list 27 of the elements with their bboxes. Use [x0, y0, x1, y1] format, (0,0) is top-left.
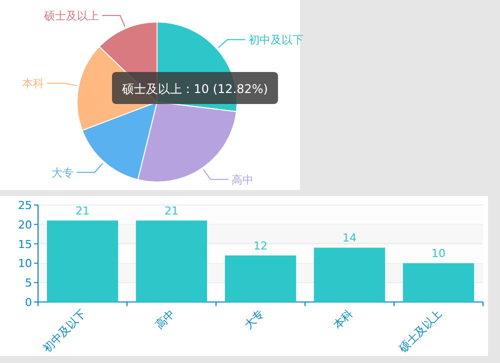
data-label: 21 — [164, 204, 178, 218]
text: 硕士及以上 : 10 (12.82%) — [121, 82, 268, 96]
bar — [314, 248, 386, 302]
bar — [402, 263, 474, 302]
y-tick-label: 25 — [18, 199, 32, 212]
slice-label: 硕士及以上 — [43, 10, 100, 23]
slice-label: 大专 — [52, 166, 74, 180]
data-label: 12 — [254, 239, 268, 252]
x-tick-label: 初中及以下 — [40, 306, 89, 356]
x-tick-label: 硕士及以上 — [396, 306, 445, 356]
y-tick-label: 0 — [25, 296, 32, 309]
x-tick-label: 大专 — [242, 306, 267, 332]
bar — [224, 255, 296, 302]
data-label: 10 — [432, 247, 446, 260]
x-tick-label: 高中 — [152, 306, 178, 332]
slice-label: 初中及以下 — [248, 34, 304, 47]
bar — [46, 220, 118, 302]
x-tick-label: 本科 — [330, 306, 356, 332]
slice-label: 高中 — [231, 173, 254, 186]
bar — [136, 220, 208, 302]
data-label: 14 — [342, 232, 356, 245]
y-tick-label: 15 — [18, 238, 32, 251]
slice-label: 本科 — [22, 77, 44, 90]
y-tick-label: 10 — [18, 257, 32, 270]
y-tick-label: 5 — [25, 276, 32, 290]
data-label: 21 — [76, 204, 90, 218]
y-tick-label: 20 — [18, 218, 32, 232]
